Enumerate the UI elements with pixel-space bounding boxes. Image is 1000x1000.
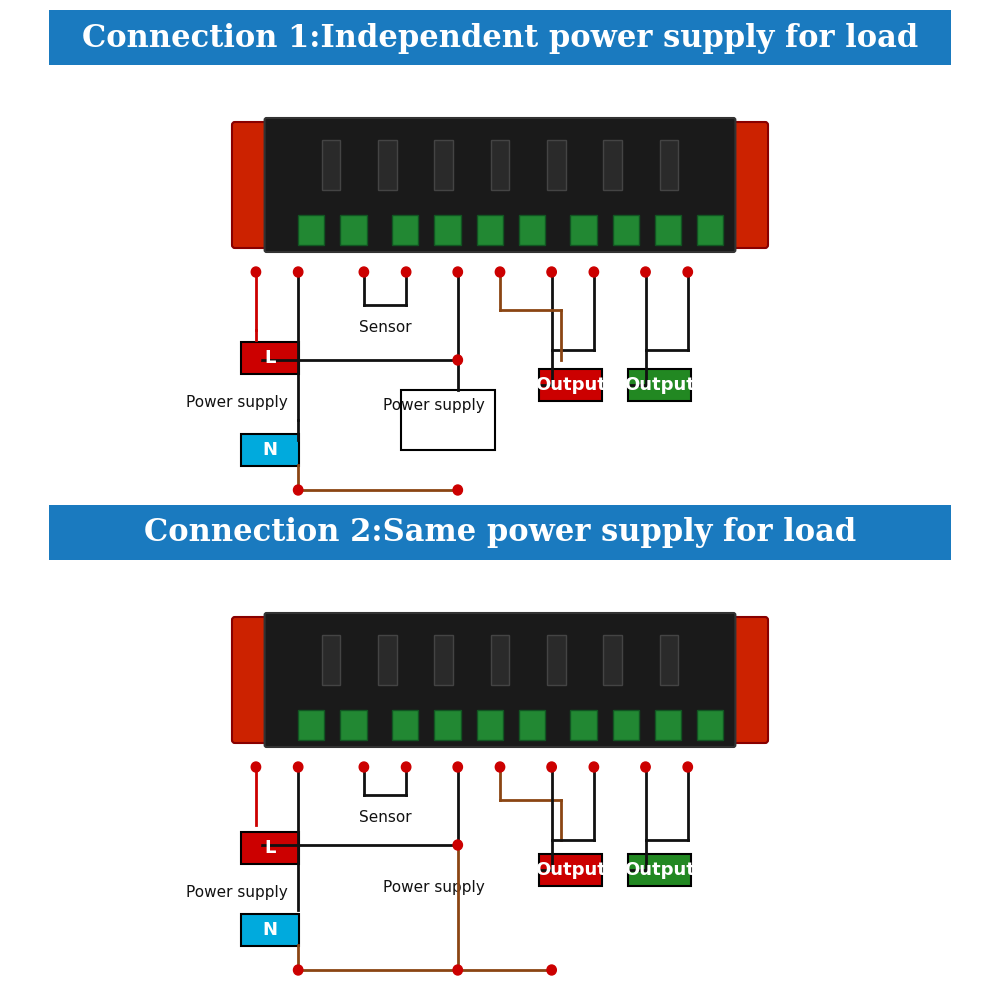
Circle shape [641,267,650,277]
Circle shape [359,762,369,772]
Text: Connection 1:Independent power supply for load: Connection 1:Independent power supply fo… [82,22,918,53]
Text: Output: Output [624,861,695,879]
Circle shape [547,762,556,772]
Circle shape [547,965,556,975]
Text: Output: Output [535,861,606,879]
Circle shape [547,267,556,277]
Text: Power supply: Power supply [383,398,485,413]
Bar [570,215,597,245]
Bar [603,635,622,685]
Bar [570,710,597,740]
Circle shape [453,485,462,495]
Bar [477,710,503,740]
Bar [298,710,324,740]
Bar [613,710,639,740]
Bar [697,710,723,740]
Bar [434,140,453,190]
FancyBboxPatch shape [232,122,280,248]
Bar [401,390,495,450]
Text: L: L [264,349,276,367]
Text: Sensor: Sensor [359,320,411,335]
Bar [660,140,678,190]
Circle shape [293,485,303,495]
Bar [322,140,340,190]
Text: Connection 2:Same power supply for load: Connection 2:Same power supply for load [144,518,856,548]
Circle shape [293,965,303,975]
Text: N: N [263,441,278,459]
Circle shape [251,355,261,365]
Bar [434,635,453,685]
Circle shape [251,762,261,772]
Bar [655,215,681,245]
Bar [477,215,503,245]
FancyBboxPatch shape [539,369,602,401]
FancyBboxPatch shape [241,434,299,466]
FancyBboxPatch shape [265,613,735,747]
Bar [392,215,418,245]
Bar [491,140,509,190]
Bar [519,710,545,740]
Bar [392,710,418,740]
Bar [519,215,545,245]
Circle shape [453,355,462,365]
FancyBboxPatch shape [720,122,768,248]
Bar [378,635,397,685]
Circle shape [589,762,599,772]
FancyBboxPatch shape [539,854,602,886]
Circle shape [293,267,303,277]
Circle shape [683,267,692,277]
Bar [547,140,566,190]
FancyBboxPatch shape [241,342,299,374]
FancyBboxPatch shape [628,369,691,401]
Bar [603,140,622,190]
Circle shape [251,267,261,277]
Bar [491,635,509,685]
FancyBboxPatch shape [265,118,735,252]
Bar [340,710,367,740]
Text: Power supply: Power supply [383,880,485,895]
Text: Sensor: Sensor [359,810,411,825]
Circle shape [683,762,692,772]
FancyBboxPatch shape [49,10,951,65]
Bar [660,635,678,685]
Text: Power supply: Power supply [186,885,288,900]
FancyBboxPatch shape [241,832,299,864]
FancyBboxPatch shape [628,854,691,886]
Circle shape [401,267,411,277]
Bar [378,140,397,190]
Circle shape [453,840,462,850]
Text: L: L [264,839,276,857]
Bar [322,635,340,685]
Circle shape [453,965,462,975]
FancyBboxPatch shape [232,617,280,743]
Bar [697,215,723,245]
Circle shape [401,762,411,772]
Text: Output: Output [535,376,606,394]
FancyBboxPatch shape [720,617,768,743]
Bar [434,710,461,740]
Text: Power supply: Power supply [186,395,288,410]
Circle shape [453,762,462,772]
Bar [547,635,566,685]
Circle shape [495,762,505,772]
Circle shape [495,267,505,277]
Circle shape [251,840,261,850]
Text: Output: Output [624,376,695,394]
Bar [298,215,324,245]
Bar [613,215,639,245]
Bar [434,215,461,245]
Circle shape [359,267,369,277]
Text: N: N [263,921,278,939]
Bar [340,215,367,245]
FancyBboxPatch shape [241,914,299,946]
Circle shape [453,267,462,277]
Bar [655,710,681,740]
FancyBboxPatch shape [49,505,951,560]
Circle shape [293,762,303,772]
Circle shape [641,762,650,772]
Circle shape [589,267,599,277]
